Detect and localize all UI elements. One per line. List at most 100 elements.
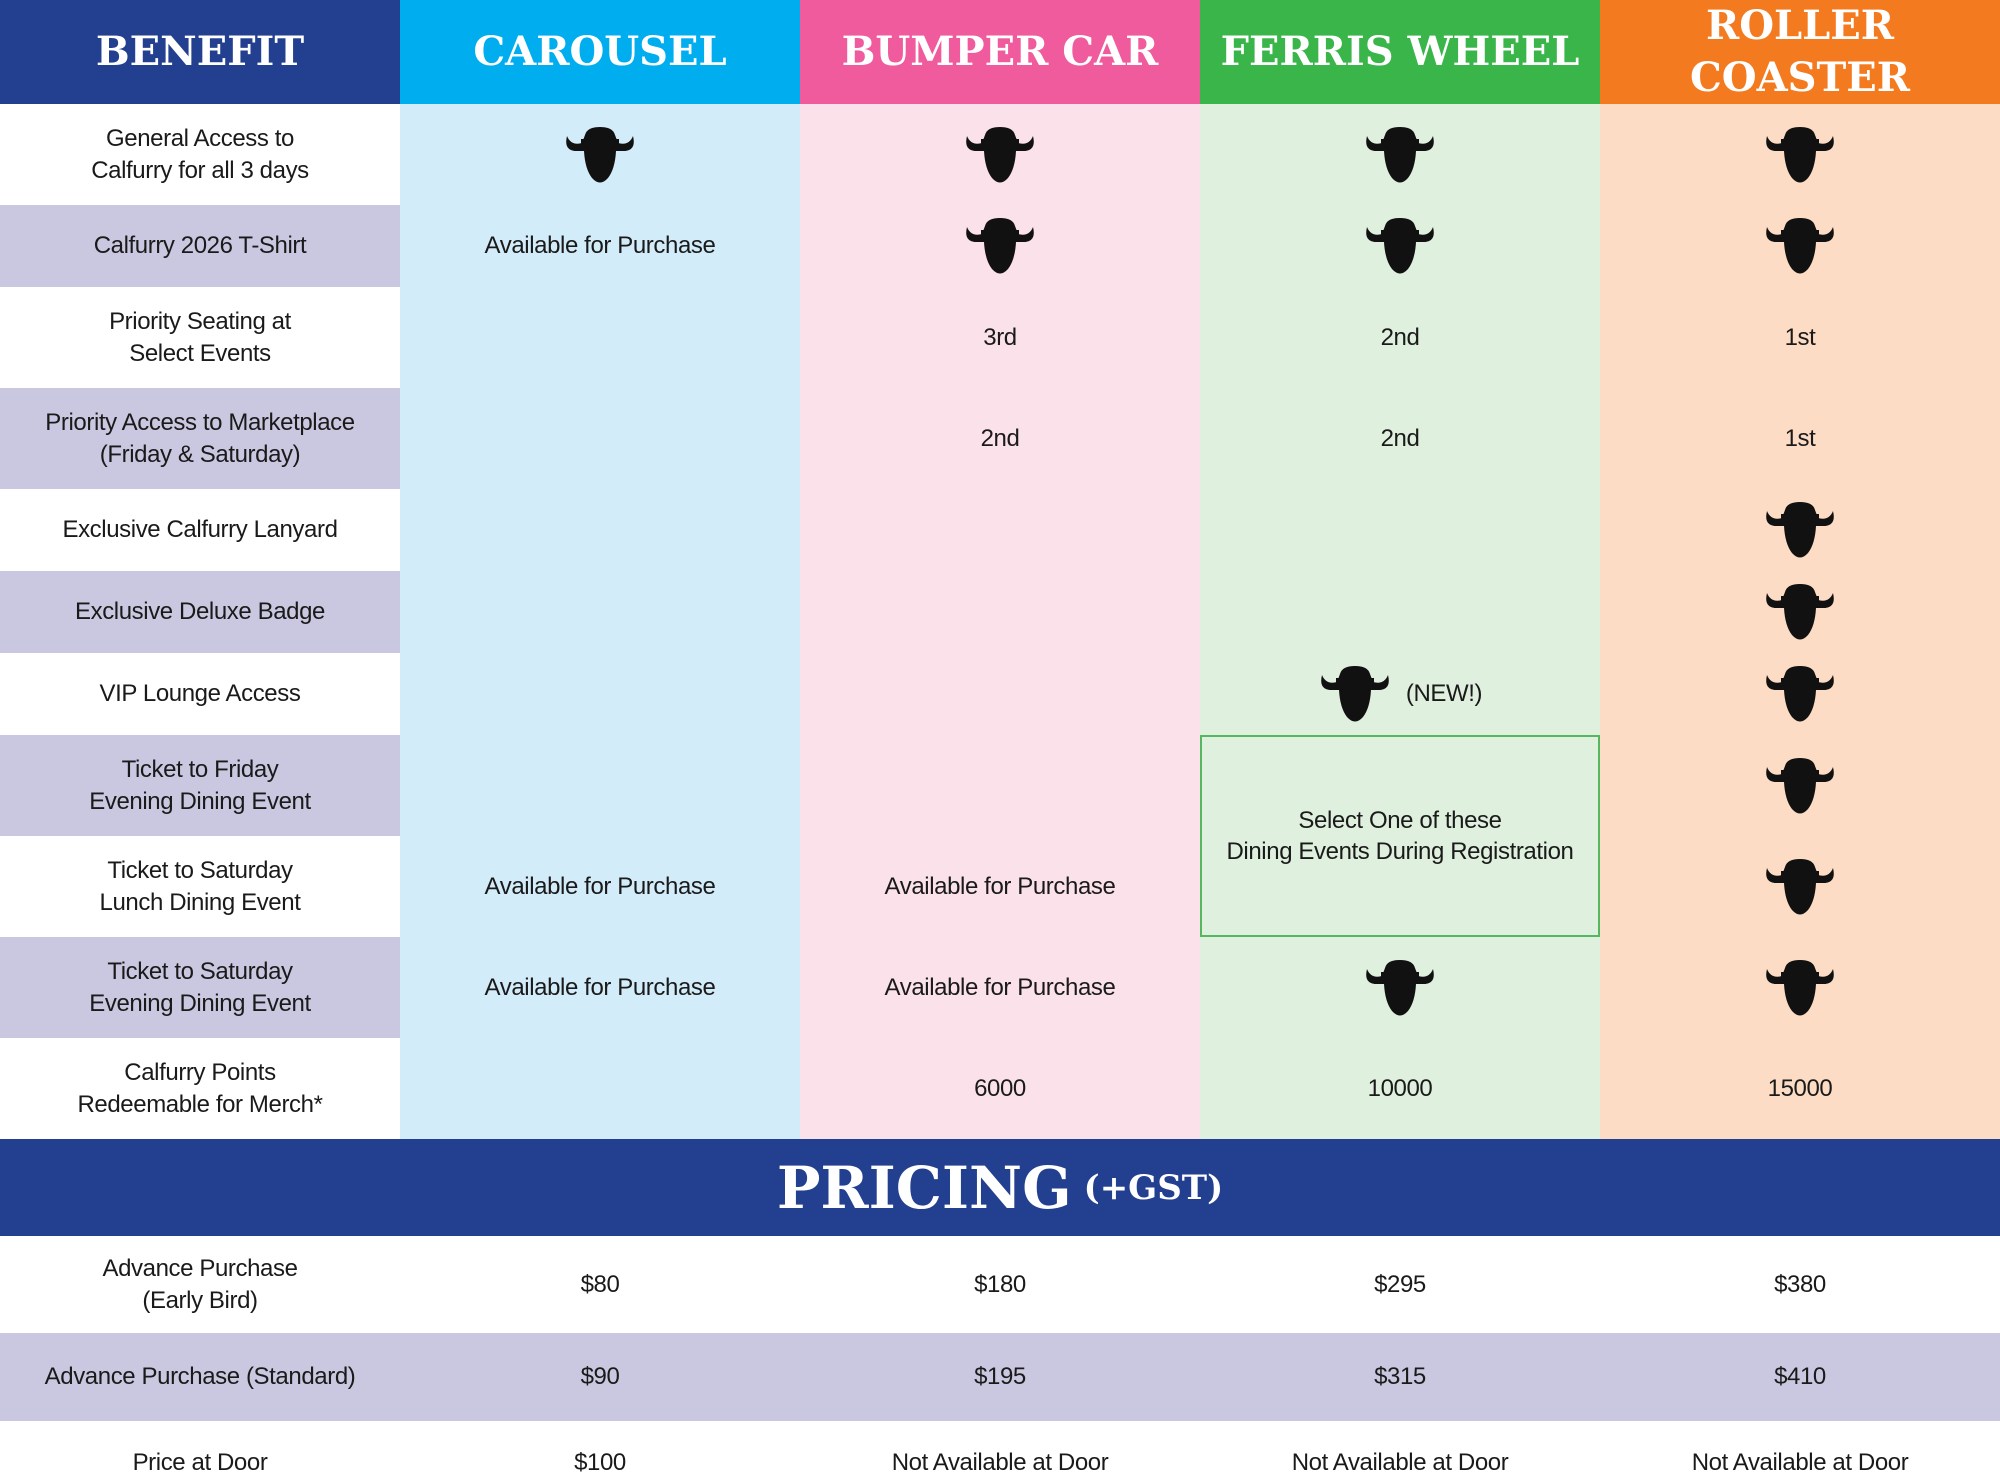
benefit-label: Priority Access to Marketplace (Friday &…	[0, 388, 400, 489]
price-cell: $100	[574, 1448, 626, 1476]
benefit-cell	[1200, 937, 1600, 1038]
benefit-label: Calfurry 2026 T-Shirt	[0, 205, 400, 287]
column-header: BUMPER CAR	[800, 0, 1200, 104]
price-label: Advance Purchase (Standard)	[0, 1333, 400, 1421]
benefit-row: Calfurry Points Redeemable for Merch* 600…	[0, 1038, 2000, 1139]
bull-icon	[1763, 215, 1837, 277]
bull-icon	[1763, 581, 1837, 643]
price-row: Price at Door $100 Not Available at Door No…	[0, 1421, 2000, 1481]
benefit-cell: Available for Purchase	[400, 836, 800, 937]
benefit-label: Ticket to Friday Evening Dining Event	[0, 735, 400, 836]
column-header: BENEFIT	[0, 0, 400, 104]
price-cell: Not Available at Door	[1291, 1448, 1509, 1476]
bull-icon	[1763, 499, 1837, 561]
bull-icon	[1318, 663, 1392, 725]
bull-icon	[963, 215, 1037, 277]
benefit-label: Calfurry Points Redeemable for Merch*	[0, 1038, 400, 1139]
benefit-cell: 1st	[1600, 388, 2000, 489]
bull-icon	[563, 124, 637, 186]
benefit-cell	[1600, 836, 2000, 937]
benefit-cell	[800, 205, 1200, 287]
benefit-cell	[800, 571, 1200, 653]
benefit-cell	[1600, 205, 2000, 287]
benefit-label: VIP Lounge Access	[0, 653, 400, 735]
column-header: CAROUSEL	[400, 0, 800, 104]
bull-icon	[1363, 124, 1437, 186]
benefit-row: Ticket to Saturday Lunch Dining Event Ava…	[0, 836, 2000, 937]
benefit-cell: 2nd	[800, 388, 1200, 489]
benefit-cell	[1200, 489, 1600, 571]
benefit-cell	[400, 653, 800, 735]
benefit-cell: 3rd	[800, 287, 1200, 388]
benefit-label: General Access to Calfurry for all 3 day…	[0, 104, 400, 205]
price-table: Advance Purchase (Early Bird) $80 $180 $295…	[0, 1236, 2000, 1481]
benefit-cell	[1600, 571, 2000, 653]
benefit-cell	[800, 653, 1200, 735]
benefit-cell	[1600, 937, 2000, 1038]
benefit-cell: Available for Purchase	[800, 937, 1200, 1038]
bull-icon	[963, 124, 1037, 186]
price-cell: $180	[974, 1270, 1026, 1298]
benefit-row: Calfurry 2026 T-Shirt Available for Purch…	[0, 205, 2000, 287]
benefit-row: Priority Access to Marketplace (Friday &…	[0, 388, 2000, 489]
header-row: BENEFIT CAROUSEL BUMPER CAR FERRIS WHEEL ROL…	[0, 0, 2000, 104]
benefit-cell	[800, 735, 1200, 836]
benefit-cell	[1200, 104, 1600, 205]
price-label: Price at Door	[132, 1448, 268, 1476]
bull-icon	[1363, 215, 1437, 277]
benefit-cell: Available for Purchase	[400, 937, 800, 1038]
price-cell: $80	[580, 1270, 620, 1298]
price-label: Advance Purchase (Early Bird)	[102, 1255, 298, 1314]
price-cell: $295	[1374, 1270, 1426, 1298]
benefit-cell	[800, 104, 1200, 205]
benefit-cell	[400, 571, 800, 653]
bull-icon	[1363, 957, 1437, 1019]
price-row: Advance Purchase (Early Bird) $80 $180 $295…	[0, 1236, 2000, 1333]
pricing-note: (+GST)	[1083, 1167, 1224, 1208]
benefit-cell: 15000	[1600, 1038, 2000, 1139]
benefit-row: Ticket to Saturday Evening Dining Event A…	[0, 937, 2000, 1038]
benefit-cell: 10000	[1200, 1038, 1600, 1139]
bull-icon	[1763, 663, 1837, 725]
column-header: FERRIS WHEEL	[1200, 0, 1600, 104]
column-header: ROLLER COASTER	[1600, 0, 2000, 104]
bull-icon	[1763, 957, 1837, 1019]
bull-icon	[1763, 124, 1837, 186]
benefit-cell	[400, 489, 800, 571]
benefit-cell	[1600, 735, 2000, 836]
pricing-title: PRICING	[776, 1153, 1072, 1222]
price-cell: Not Available at Door	[891, 1448, 1109, 1476]
benefit-cell: (NEW!)	[1200, 653, 1600, 735]
benefit-cell	[1600, 489, 2000, 571]
benefit-row: Exclusive Deluxe Badge	[0, 571, 2000, 653]
cell-note: (NEW!)	[1405, 680, 1483, 708]
bull-icon	[1763, 856, 1837, 918]
benefit-label: Priority Seating at Select Events	[0, 287, 400, 388]
price-cell: $90	[400, 1333, 800, 1421]
benefit-row: General Access to Calfurry for all 3 day…	[0, 104, 2000, 205]
benefit-cell: 1st	[1600, 287, 2000, 388]
price-cell: $315	[1200, 1333, 1600, 1421]
benefit-cell	[400, 1038, 800, 1139]
benefit-cell	[1200, 571, 1600, 653]
bull-icon	[1763, 755, 1837, 817]
benefit-cell	[400, 104, 800, 205]
benefit-cell: Available for Purchase	[400, 205, 800, 287]
benefit-label: Exclusive Calfurry Lanyard	[0, 489, 400, 571]
price-cell: $410	[1600, 1333, 2000, 1421]
price-cell: Not Available at Door	[1691, 1448, 1909, 1476]
benefit-row: Ticket to Friday Evening Dining Event Sel…	[0, 735, 2000, 937]
benefit-cell: Select One of these Dining Events During…	[1200, 735, 1600, 937]
benefit-cell: 2nd	[1200, 287, 1600, 388]
benefit-cell	[1600, 104, 2000, 205]
benefit-label: Ticket to Saturday Evening Dining Event	[0, 937, 400, 1038]
benefit-cell	[400, 735, 800, 836]
benefit-cell	[800, 489, 1200, 571]
price-row: Advance Purchase (Standard) $90 $195 $315 $4…	[0, 1333, 2000, 1421]
benefit-cell: 2nd	[1200, 388, 1600, 489]
benefit-cell: Available for Purchase	[800, 836, 1200, 937]
price-cell: $380	[1774, 1270, 1826, 1298]
pricing-header: PRICING (+GST)	[0, 1139, 2000, 1236]
benefit-label: Ticket to Saturday Lunch Dining Event	[0, 836, 400, 937]
